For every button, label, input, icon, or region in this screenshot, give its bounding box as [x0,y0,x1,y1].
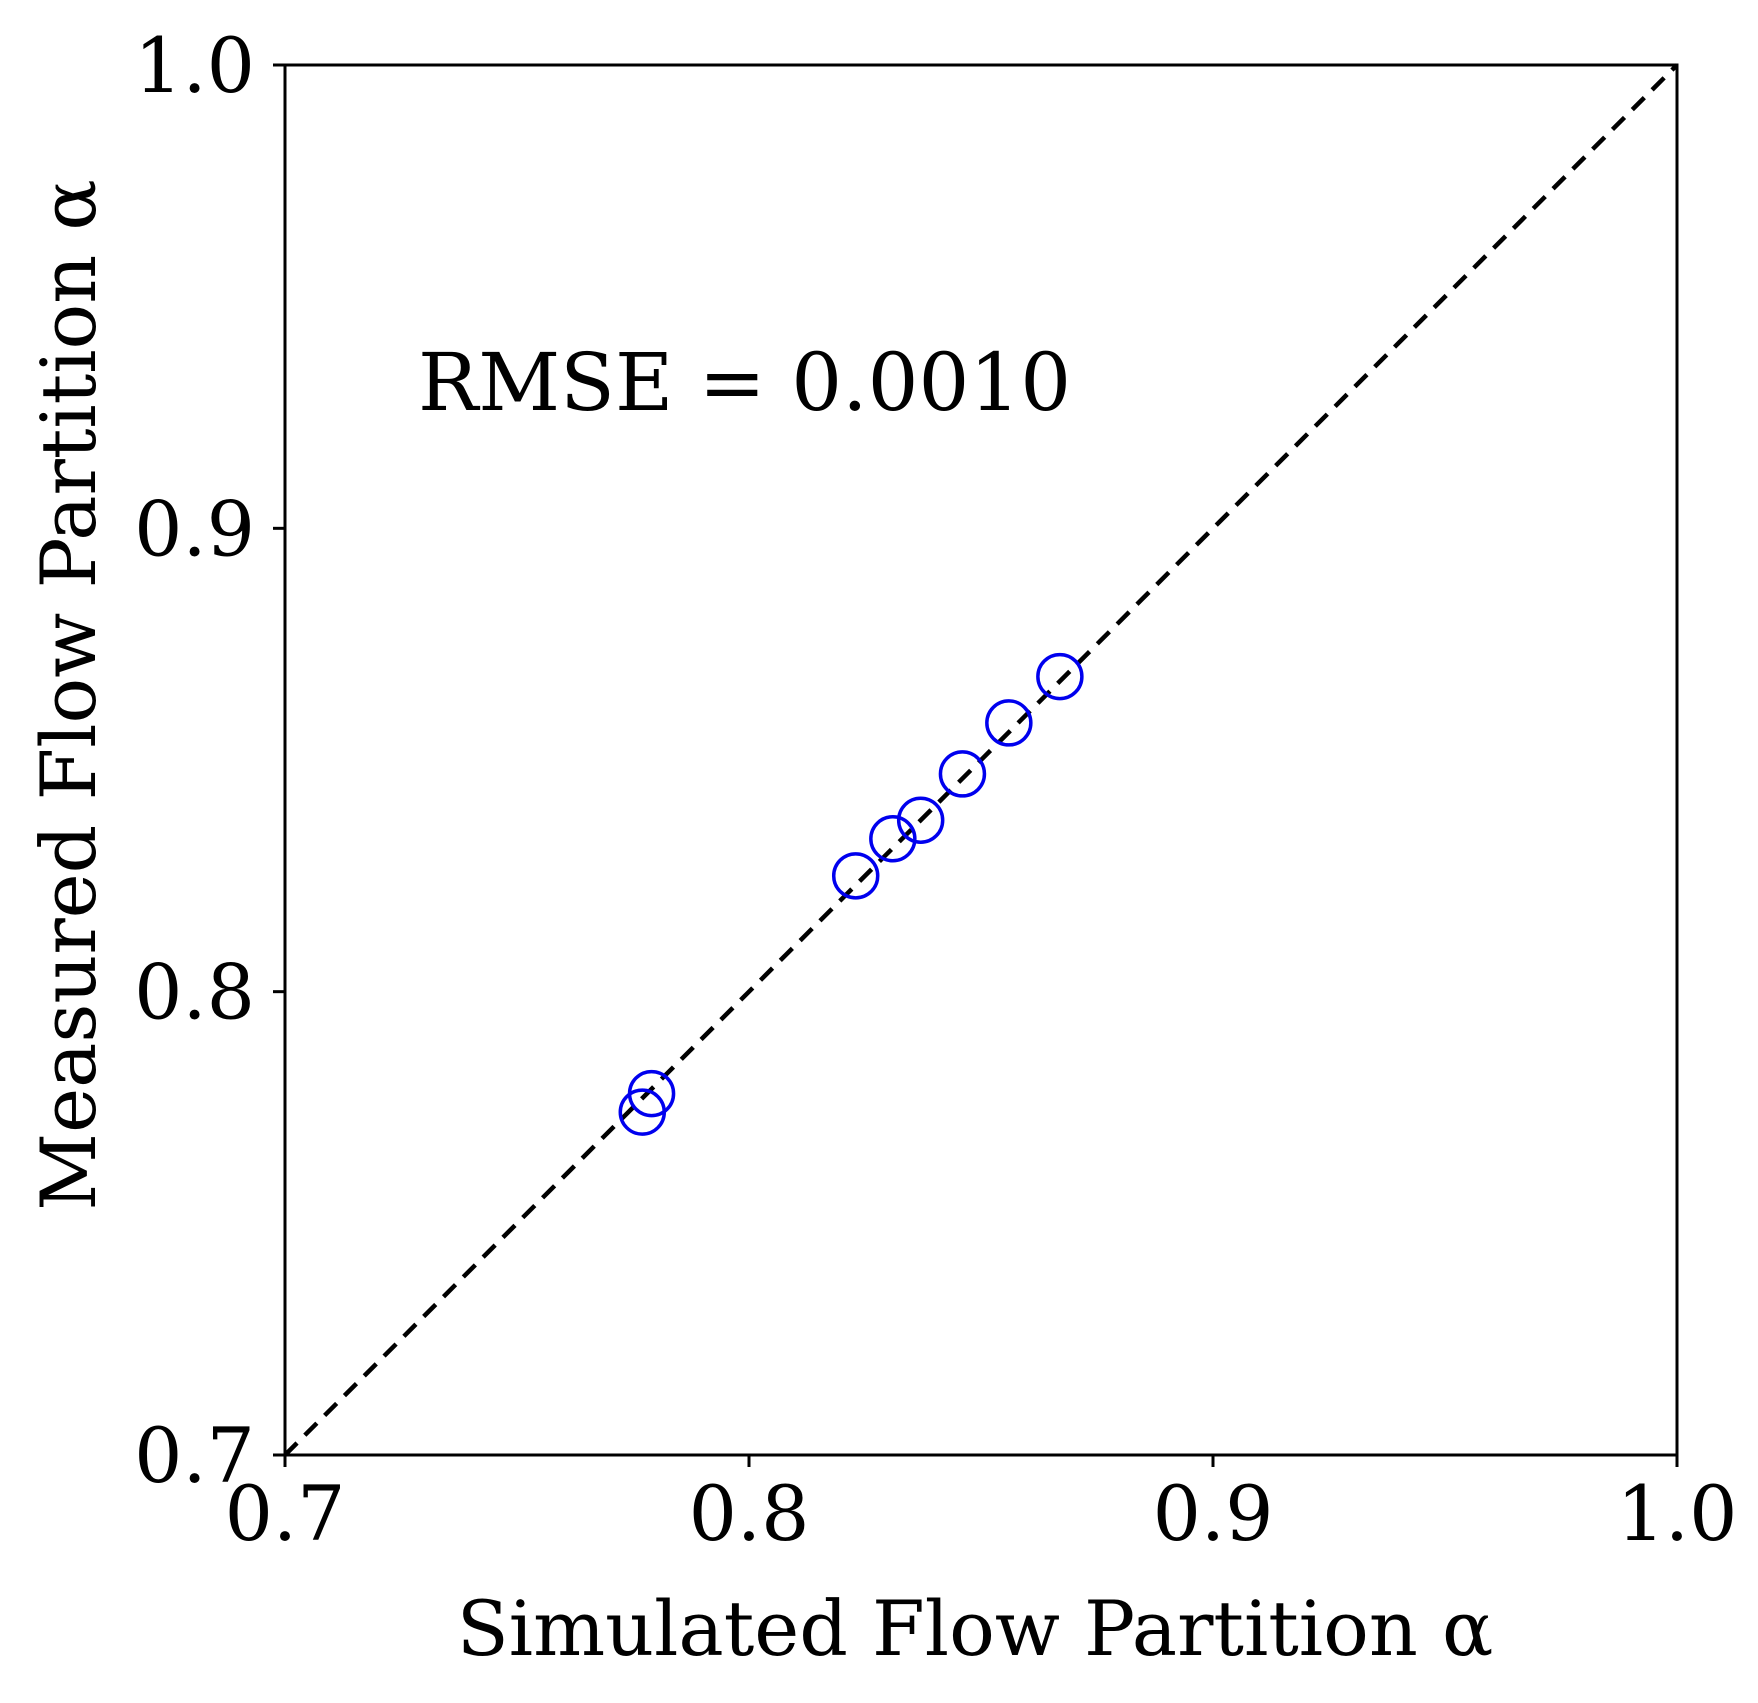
data-point-2 [627,1069,676,1118]
rmse-annotation: RMSE = 0.0010 [418,336,1071,429]
x-tick-label: 0.8 [689,1469,810,1558]
x-tick-label: 0.9 [1153,1469,1274,1558]
data-point-3 [831,852,880,900]
plot-frame [283,63,1679,1457]
data-point-8 [1036,652,1084,701]
plot-area [283,63,1679,1457]
y-tick-label: 1.0 [134,21,255,110]
x-axis-title: Simulated Flow Partition α [457,1584,1494,1673]
data-point-5 [896,796,945,844]
y-tick-label: 0.9 [134,484,255,573]
y-axis-title: Measured Flow Partition α [24,179,113,1210]
data-point-4 [869,815,917,863]
y-tick-label: 0.7 [134,1411,255,1500]
axis-ticks: 0.7 0.8 0.9 1.0 0.7 0.8 0.9 1.0 [134,21,1737,1558]
data-point-6 [938,750,987,798]
y-tick-label: 0.8 [134,948,255,1037]
data-point-7 [985,699,1033,747]
x-tick-label: 0.7 [225,1469,346,1558]
x-tick-label: 1.0 [1617,1469,1738,1558]
